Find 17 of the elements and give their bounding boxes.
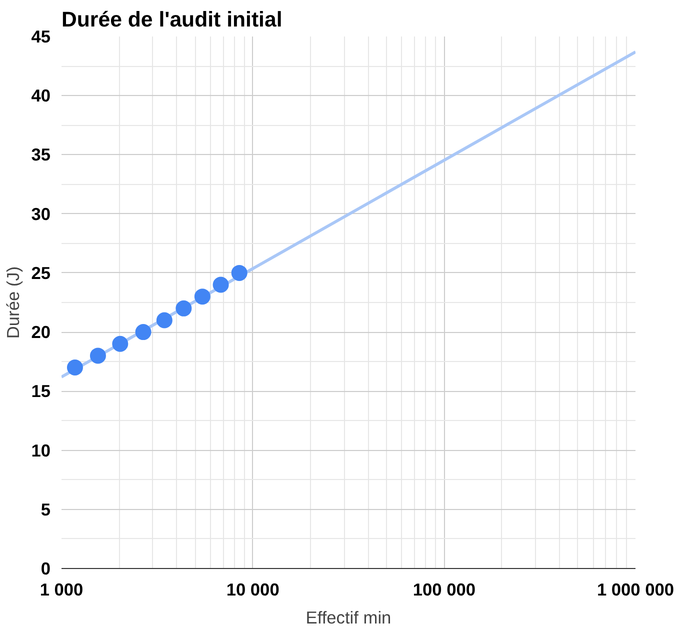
x-axis-title: Effectif min bbox=[306, 608, 392, 628]
y-tick-label: 10 bbox=[31, 440, 51, 460]
x-tick-label: 1 000 000 bbox=[596, 580, 674, 600]
x-tick-label: 1 000 bbox=[40, 580, 84, 600]
y-tick-label: 45 bbox=[31, 26, 51, 46]
x-tick-label: 10 000 bbox=[226, 580, 280, 600]
y-tick-label: 20 bbox=[31, 322, 51, 342]
y-tick-label: 35 bbox=[31, 144, 51, 165]
y-tick-label: 40 bbox=[31, 86, 51, 106]
chart-title: Durée de l'audit initial bbox=[62, 8, 282, 32]
y-tick-label: 15 bbox=[31, 381, 51, 402]
x-tick-label: 100 000 bbox=[412, 580, 476, 600]
y-axis-title: Durée (J) bbox=[3, 266, 24, 339]
y-tick-label: 0 bbox=[40, 558, 51, 578]
y-tick-label: 30 bbox=[31, 204, 51, 224]
y-tick-label: 5 bbox=[40, 499, 51, 520]
y-tick-label: 25 bbox=[31, 262, 51, 283]
